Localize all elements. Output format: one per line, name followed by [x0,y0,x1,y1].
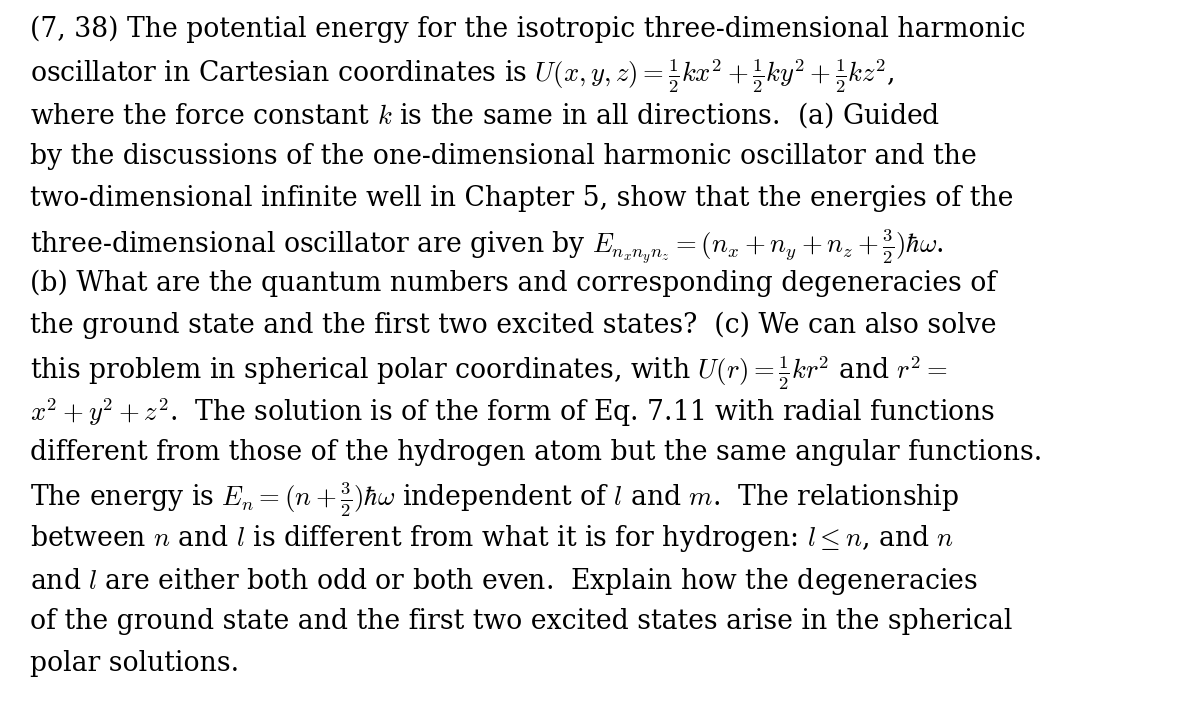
Text: of the ground state and the first two excited states arise in the spherical: of the ground state and the first two ex… [30,608,1013,635]
Text: the ground state and the first two excited states?  (c) We can also solve: the ground state and the first two excit… [30,311,996,339]
Text: three-dimensional oscillator are given by $E_{n_x n_y n_z} = (n_x + n_y + n_z + : three-dimensional oscillator are given b… [30,228,943,266]
Text: oscillator in Cartesian coordinates is $U(x, y, z) = \frac{1}{2}kx^2 + \frac{1}{: oscillator in Cartesian coordinates is $… [30,58,895,95]
Text: two-dimensional infinite well in Chapter 5, show that the energies of the: two-dimensional infinite well in Chapter… [30,185,1013,212]
Text: and $l$ are either both odd or both even.  Explain how the degeneracies: and $l$ are either both odd or both even… [30,566,978,597]
Text: (b) What are the quantum numbers and corresponding degeneracies of: (b) What are the quantum numbers and cor… [30,269,996,297]
Text: where the force constant $k$ is the same in all directions.  (a) Guided: where the force constant $k$ is the same… [30,100,940,130]
Text: different from those of the hydrogen atom but the same angular functions.: different from those of the hydrogen ato… [30,439,1043,466]
Text: between $n$ and $l$ is different from what it is for hydrogen: $l \leq n$, and $: between $n$ and $l$ is different from wh… [30,523,954,555]
Text: The energy is $E_n = (n + \frac{3}{2})\hbar\omega$ independent of $l$ and $m$.  : The energy is $E_n = (n + \frac{3}{2})\h… [30,481,959,519]
Text: $x^2 + y^2 + z^2$.  The solution is of the form of Eq. 7.11 with radial function: $x^2 + y^2 + z^2$. The solution is of th… [30,397,995,429]
Text: by the discussions of the one-dimensional harmonic oscillator and the: by the discussions of the one-dimensiona… [30,142,977,169]
Text: (7, 38) The potential energy for the isotropic three-dimensional harmonic: (7, 38) The potential energy for the iso… [30,16,1026,43]
Text: polar solutions.: polar solutions. [30,650,239,677]
Text: this problem in spherical polar coordinates, with $U(r) = \frac{1}{2}kr^2$ and $: this problem in spherical polar coordina… [30,354,948,392]
